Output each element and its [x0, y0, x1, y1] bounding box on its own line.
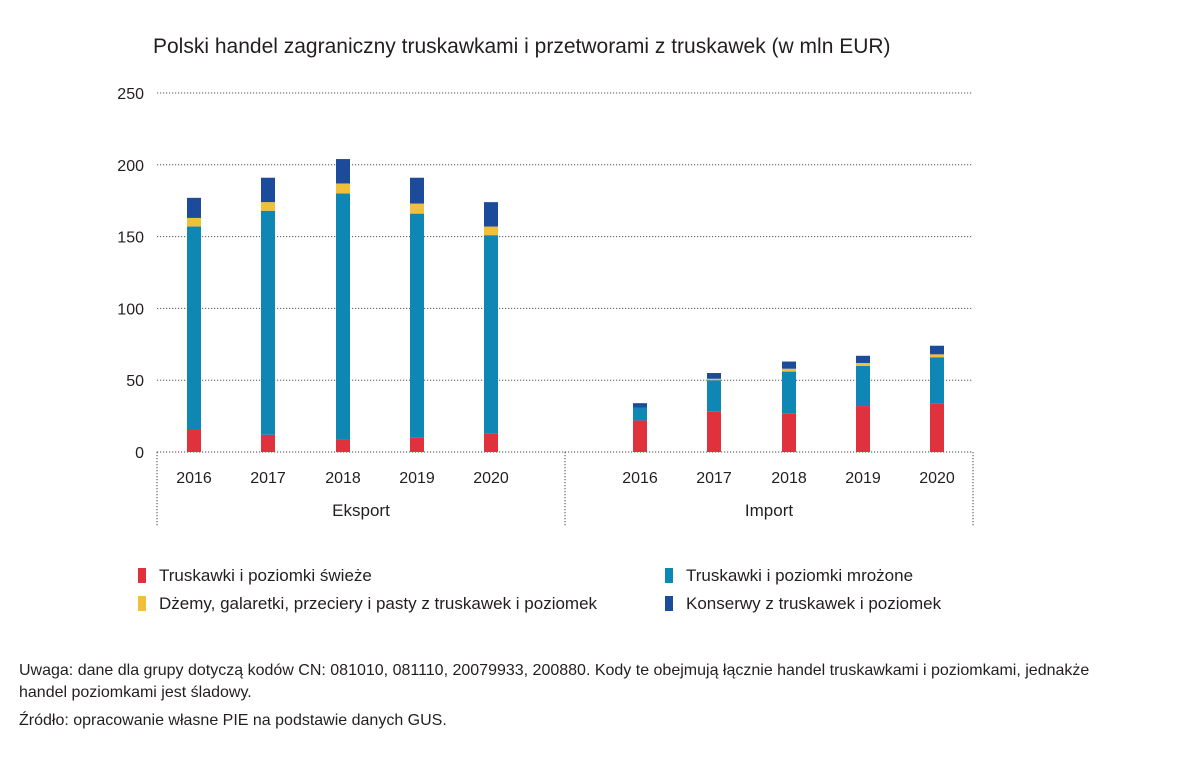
bar-segment	[856, 406, 870, 452]
bar-segment	[782, 361, 796, 369]
bar-segment	[336, 439, 350, 452]
bar-segment	[633, 403, 647, 408]
bar-segment	[336, 159, 350, 184]
legend-swatch	[138, 568, 146, 583]
bar-segment	[187, 429, 201, 452]
x-tick-label: 2019	[845, 470, 881, 487]
chart-title: Polski handel zagraniczny truskawkami i …	[153, 35, 891, 58]
legend-label: Dżemy, galaretki, przeciery i pasty z tr…	[159, 594, 598, 613]
legend-label: Konserwy z truskawek i poziomek	[686, 594, 942, 613]
x-tick-label: 2018	[771, 470, 807, 487]
bar-segment	[187, 197, 201, 218]
notes: Uwaga: dane dla grupy dotyczą kodów CN: …	[19, 660, 1099, 738]
bar-segment	[707, 380, 721, 412]
bar-segment	[261, 202, 275, 211]
x-tick-label: 2020	[919, 470, 955, 487]
bar-segment	[633, 420, 647, 452]
x-axis: 2016 2017 2018 2019 2020 Eksport 2016 2017 2018 2…	[156, 452, 974, 526]
bar-segment	[261, 177, 275, 203]
legend-swatch	[138, 596, 146, 611]
bar-segment	[187, 226, 201, 430]
bar-segment	[856, 362, 870, 366]
bar-segment	[930, 345, 944, 355]
y-tick-label: 0	[135, 445, 144, 462]
bar-segment	[633, 407, 647, 421]
y-tick-label: 150	[117, 230, 144, 247]
bar-segment	[410, 203, 424, 214]
legend: Truskawki i poziomki świeże Truskawki i p…	[138, 566, 942, 613]
bar-segment	[930, 357, 944, 404]
y-tick-label: 50	[126, 373, 144, 390]
legend-swatch	[665, 596, 673, 611]
y-tick-label: 100	[117, 301, 144, 318]
gridlines	[157, 92, 973, 453]
bar-segment	[261, 210, 275, 435]
bar-segment	[856, 365, 870, 407]
x-tick-label: 2020	[473, 470, 509, 487]
y-axis: 0 50 100 150 200 250	[117, 86, 144, 462]
bar-segment	[484, 202, 498, 227]
bar-segment	[484, 235, 498, 434]
x-tick-label: 2017	[250, 470, 286, 487]
bar-segment	[410, 437, 424, 452]
legend-label: Truskawki i poziomki mrożone	[686, 566, 913, 585]
x-tick-label: 2019	[399, 470, 435, 487]
x-tick-label: 2016	[176, 470, 212, 487]
bar-segment	[410, 177, 424, 204]
bar-segment	[782, 413, 796, 452]
bar-segment	[484, 226, 498, 236]
bars	[187, 159, 944, 452]
group-label: Eksport	[332, 501, 390, 520]
chart: Polski handel zagraniczny truskawkami i …	[117, 35, 974, 613]
bar-segment	[336, 183, 350, 194]
bar-segment	[410, 213, 424, 438]
bar-segment	[484, 433, 498, 452]
bar-segment	[707, 378, 721, 381]
y-tick-label: 200	[117, 158, 144, 175]
note-source: Źródło: opracowanie własne PIE na podsta…	[19, 712, 447, 729]
legend-label: Truskawki i poziomki świeże	[159, 566, 372, 585]
x-tick-label: 2018	[325, 470, 361, 487]
x-tick-label: 2017	[696, 470, 732, 487]
bar-segment	[336, 193, 350, 440]
legend-swatch	[665, 568, 673, 583]
bar-segment	[187, 217, 201, 227]
bar-segment	[707, 411, 721, 452]
bar-segment	[930, 403, 944, 452]
bar-segment	[261, 434, 275, 452]
group-label: Import	[745, 501, 793, 520]
bar-segment	[782, 371, 796, 414]
bar-segment	[707, 373, 721, 379]
bar-segment	[782, 368, 796, 372]
x-tick-label: 2016	[622, 470, 658, 487]
note-remark: Uwaga: dane dla grupy dotyczą kodów CN: …	[19, 662, 1090, 701]
y-tick-label: 250	[117, 86, 144, 103]
bar-segment	[930, 354, 944, 358]
bar-segment	[856, 355, 870, 363]
